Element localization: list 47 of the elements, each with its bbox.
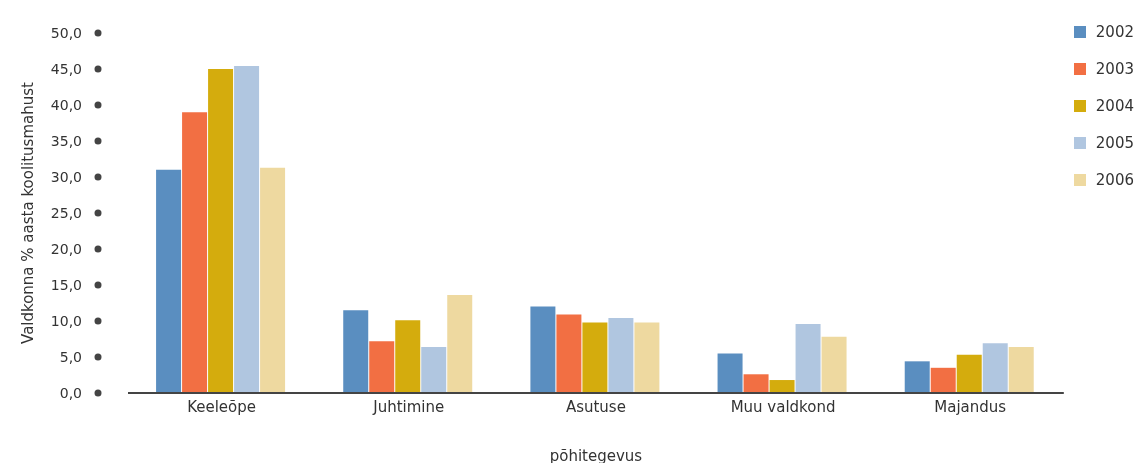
bar (1008, 346, 1034, 393)
bar (208, 69, 234, 393)
bar (769, 380, 795, 393)
y-tick-label: 10,0 (50, 313, 82, 329)
bar (421, 346, 447, 393)
bar (369, 341, 395, 393)
y-tick-label: 0,0 (59, 385, 82, 401)
bar (930, 367, 956, 393)
y-tick-label: 20,0 (50, 241, 82, 257)
bar (634, 322, 660, 393)
x-tick-label: Muu valdkond (730, 397, 836, 416)
bar (582, 322, 608, 393)
x-tick-label: Keeleõpe (187, 397, 257, 416)
x-tick-label: Majandus (934, 397, 1007, 416)
bar (530, 306, 556, 393)
bar (904, 361, 930, 393)
y-tick-label: 45,0 (50, 61, 82, 77)
legend-label: 2003 (1095, 59, 1134, 78)
bar (156, 169, 182, 393)
bar (395, 320, 421, 393)
bar (182, 112, 208, 393)
bar (447, 295, 473, 393)
legend-label: 2004 (1095, 96, 1134, 115)
bar (821, 336, 847, 393)
bar (556, 314, 582, 393)
x-tick-label: Asutuse (565, 397, 626, 416)
bar (343, 310, 369, 393)
legend-label: 2005 (1095, 133, 1134, 152)
y-tick-label: 25,0 (50, 205, 82, 221)
bar (795, 323, 821, 393)
bar (234, 66, 260, 393)
y-axis-title: Valdkonna % aasta koolitusmahust (19, 81, 38, 344)
y-tick-label: 40,0 (50, 97, 82, 113)
legend-label: 2006 (1095, 170, 1134, 189)
y-tick-label: 35,0 (50, 133, 82, 149)
y-tick-label: 15,0 (50, 277, 82, 293)
legend-label: 2002 (1095, 22, 1134, 41)
y-tick-label: 5,0 (59, 349, 82, 365)
bar (743, 374, 769, 393)
y-tick-label: 30,0 (50, 169, 82, 185)
bar (982, 343, 1008, 393)
y-tick-label: 50,0 (50, 25, 82, 41)
bar (260, 167, 286, 393)
x-tick-label: Juhtimine (372, 397, 445, 416)
bar (717, 353, 743, 393)
bar (608, 318, 634, 393)
bar (956, 354, 982, 393)
